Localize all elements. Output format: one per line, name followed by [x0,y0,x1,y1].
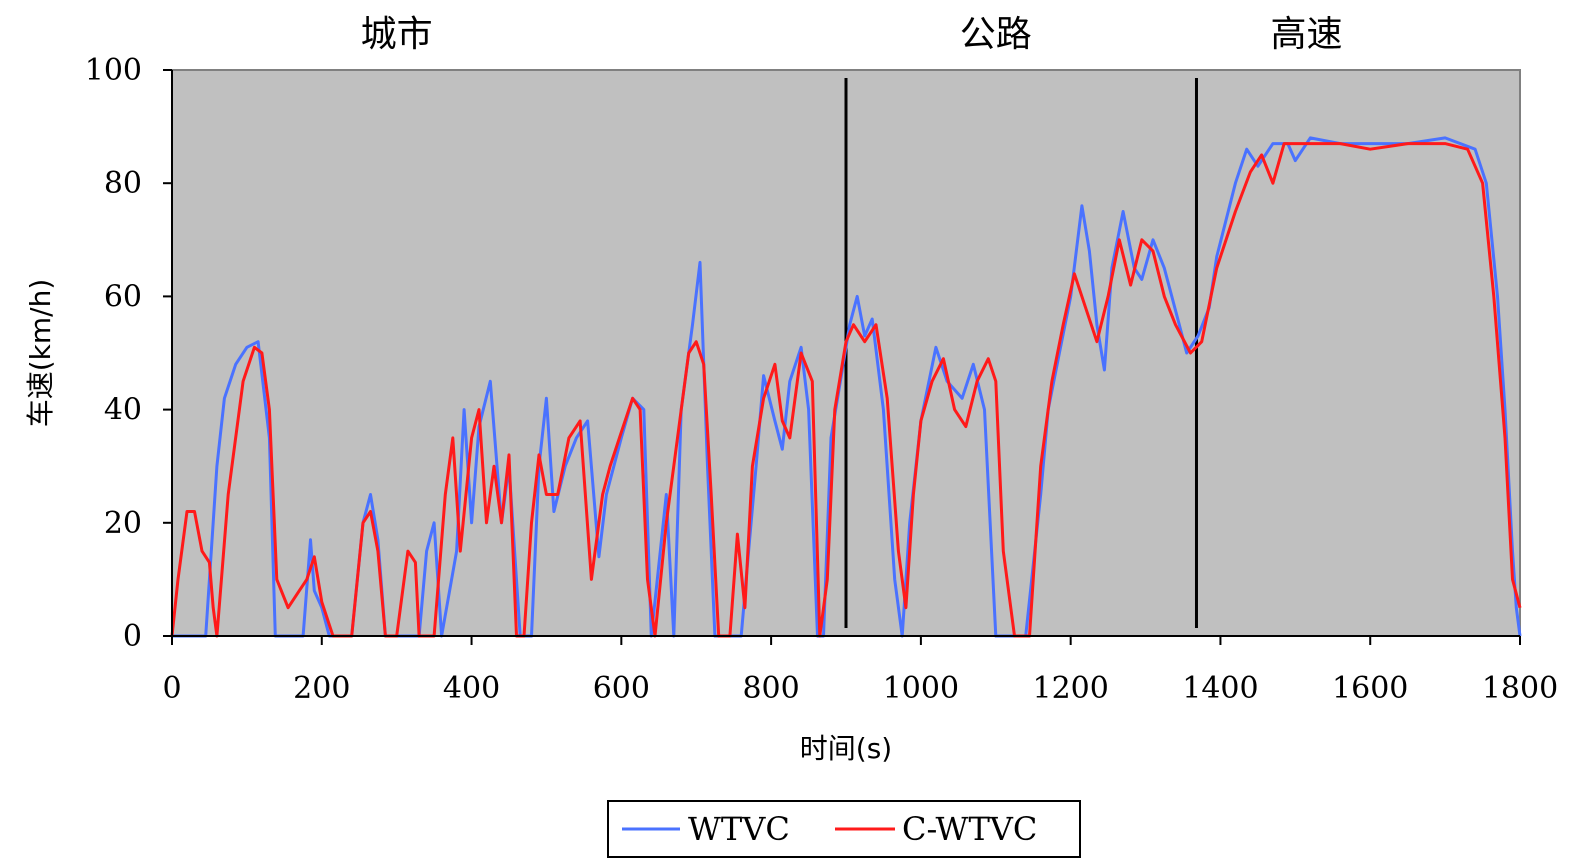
x-tick-label: 600 [593,671,650,706]
x-tick-label: 800 [742,671,799,706]
series-line-c-wtvc [170,142,1522,638]
legend-label-c-wtvc: C-WTVC [902,810,1037,848]
x-tick-label: 1600 [1332,671,1408,706]
x-tick-label: 400 [443,671,500,706]
series-line-wtvc [172,136,1522,638]
y-tick-label: 60 [104,279,142,314]
legend-box [607,800,1081,858]
x-tick-label: 0 [162,671,181,706]
x-axis-label: 时间(s) [800,732,892,765]
x-tick-label: 200 [293,671,350,706]
segment-label: 高速 [1271,14,1343,55]
y-tick-label: 20 [104,506,142,541]
x-tick-label: 1200 [1032,671,1108,706]
legend: WTVC C-WTVC [607,800,1081,858]
x-tick-label: 1000 [883,671,959,706]
segment-label: 城市 [361,14,433,55]
y-tick-label: 0 [123,619,142,654]
legend-label-wtvc: WTVC [688,810,790,848]
y-tick-label: 80 [104,166,142,201]
y-tick-label: 40 [104,393,142,428]
y-tick-label: 100 [85,53,142,88]
x-tick-label: 1800 [1482,671,1558,706]
segment-label: 公路 [960,14,1032,55]
x-tick-label: 1400 [1182,671,1258,706]
y-axis-label: 车速(km/h) [24,279,57,428]
